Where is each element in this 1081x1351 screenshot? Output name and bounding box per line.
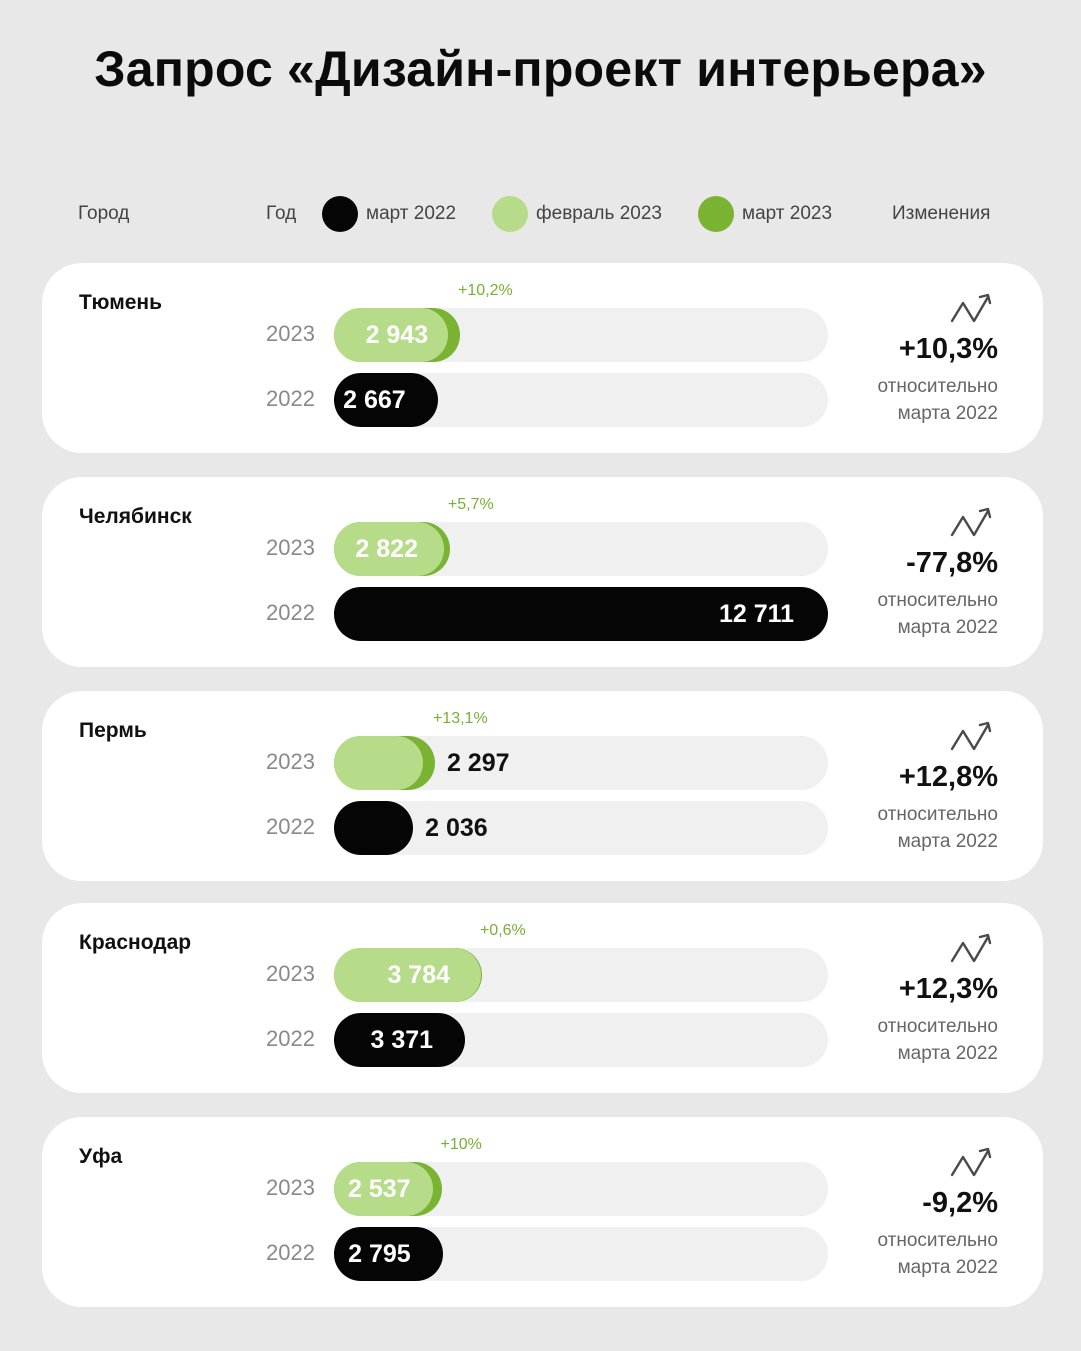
bar-march-2022 <box>334 1227 443 1281</box>
city-name: Пермь <box>79 719 147 742</box>
city-name: Уфа <box>79 1145 123 1168</box>
year-label-2023: 2023 <box>266 749 315 774</box>
change-percent: +12,3% <box>898 973 998 1005</box>
data-label: 2 667 <box>343 386 406 414</box>
year-label-2023: 2023 <box>266 321 315 346</box>
legend-dot-march-2023 <box>698 196 734 232</box>
data-label: 3 371 <box>370 1026 434 1054</box>
growth-percent: +0,6% <box>479 922 526 939</box>
column-header-city: Город <box>78 203 130 224</box>
city-name: Краснодар <box>79 931 192 954</box>
city-card: Краснодар 2023 2022 +0,6% 3 784 3 371 +12,3% от… <box>42 903 1043 1093</box>
change-percent: -9,2% <box>922 1187 998 1219</box>
change-percent: -77,8% <box>906 547 998 579</box>
data-label: 2 795 <box>348 1240 411 1268</box>
relative-note-line2: марта 2022 <box>897 403 998 424</box>
relative-note-line2: марта 2022 <box>897 1257 998 1278</box>
data-label: 2 943 <box>365 321 429 349</box>
data-label: 2 822 <box>355 535 418 563</box>
year-label-2022: 2022 <box>266 600 315 625</box>
city-card: Пермь 2023 2022 +13,1% 2 297 2 036 +12,8% относ… <box>42 691 1043 881</box>
legend-label-february-2023: февраль 2023 <box>536 203 662 224</box>
page-title: Запрос «Дизайн-проект интерьера» <box>94 41 987 97</box>
growth-percent: +10% <box>440 1136 482 1153</box>
legend-dot-february-2023 <box>492 196 528 232</box>
bar-february-2023 <box>334 1162 433 1216</box>
change-percent: +10,3% <box>898 333 998 365</box>
year-label-2022: 2022 <box>266 386 315 411</box>
bar-february-2023 <box>334 736 424 790</box>
bar-march-2022 <box>334 1013 465 1067</box>
data-label: 2 036 <box>425 814 488 842</box>
relative-note: относительно марта 2022 <box>878 1227 999 1281</box>
bar-march-2022 <box>334 587 828 641</box>
relative-note: относительно марта 2022 <box>878 373 999 427</box>
relative-note-line1: относительно <box>877 804 999 825</box>
legend-label-march-2023: март 2023 <box>742 203 833 224</box>
relative-note: относительно марта 2022 <box>878 1013 999 1067</box>
year-label-2023: 2023 <box>266 535 315 560</box>
growth-percent: +13,1% <box>432 710 488 727</box>
year-label-2023: 2023 <box>266 1175 315 1200</box>
relative-note: относительно марта 2022 <box>878 801 999 855</box>
relative-note: относительно марта 2022 <box>878 587 999 641</box>
relative-note-line2: марта 2022 <box>897 1043 998 1064</box>
city-card: Уфа 2023 2022 +10% 2 537 2 795 -9,2% относитель… <box>42 1117 1043 1307</box>
legend-dot-march-2022 <box>322 196 358 232</box>
relative-note-line2: марта 2022 <box>897 617 998 638</box>
year-label-2023: 2023 <box>266 961 315 986</box>
data-label: 3 784 <box>387 961 451 989</box>
trend-up-icon <box>950 1147 992 1177</box>
legend-label-march-2022: март 2022 <box>366 203 457 224</box>
year-label-2022: 2022 <box>266 814 315 839</box>
trend-up-icon <box>950 721 992 751</box>
change-percent: +12,8% <box>898 761 998 793</box>
year-label-2022: 2022 <box>266 1026 315 1051</box>
bar-march-2022 <box>334 373 438 427</box>
year-label-2022: 2022 <box>266 1240 315 1265</box>
growth-percent: +5,7% <box>447 496 494 513</box>
growth-percent: +10,2% <box>458 282 513 299</box>
column-header-changes: Изменения <box>892 203 991 224</box>
city-card: Тюмень 2023 2022 +10,2% 2 943 2 667 +10,3% отно… <box>42 263 1043 453</box>
trend-up-icon <box>950 933 992 963</box>
bar-february-2023 <box>334 522 444 576</box>
relative-note-line1: относительно <box>877 590 999 611</box>
relative-note-line1: относительно <box>877 1016 999 1037</box>
data-label: 12 711 <box>719 600 795 628</box>
city-name: Тюмень <box>79 291 163 314</box>
relative-note-line2: марта 2022 <box>897 831 998 852</box>
relative-note-line1: относительно <box>877 376 999 397</box>
bar-track-2022 <box>334 801 828 855</box>
bar-march-2022 <box>334 801 414 855</box>
city-card: Челябинск 2023 2022 +5,7% 2 822 12 711 -77,8% о… <box>42 477 1043 667</box>
trend-up-icon <box>950 293 992 323</box>
trend-up-icon <box>950 507 992 537</box>
relative-note-line1: относительно <box>877 1230 999 1251</box>
data-label: 2 297 <box>446 749 510 777</box>
column-header-year: Год <box>266 203 297 224</box>
legend-header: Город Год март 2022 февраль 2023 март 20… <box>0 196 1081 232</box>
data-label: 2 537 <box>347 1175 411 1203</box>
city-name: Челябинск <box>79 505 192 528</box>
bar-february-2023 <box>334 308 449 362</box>
bar-february-2023 <box>334 948 482 1002</box>
